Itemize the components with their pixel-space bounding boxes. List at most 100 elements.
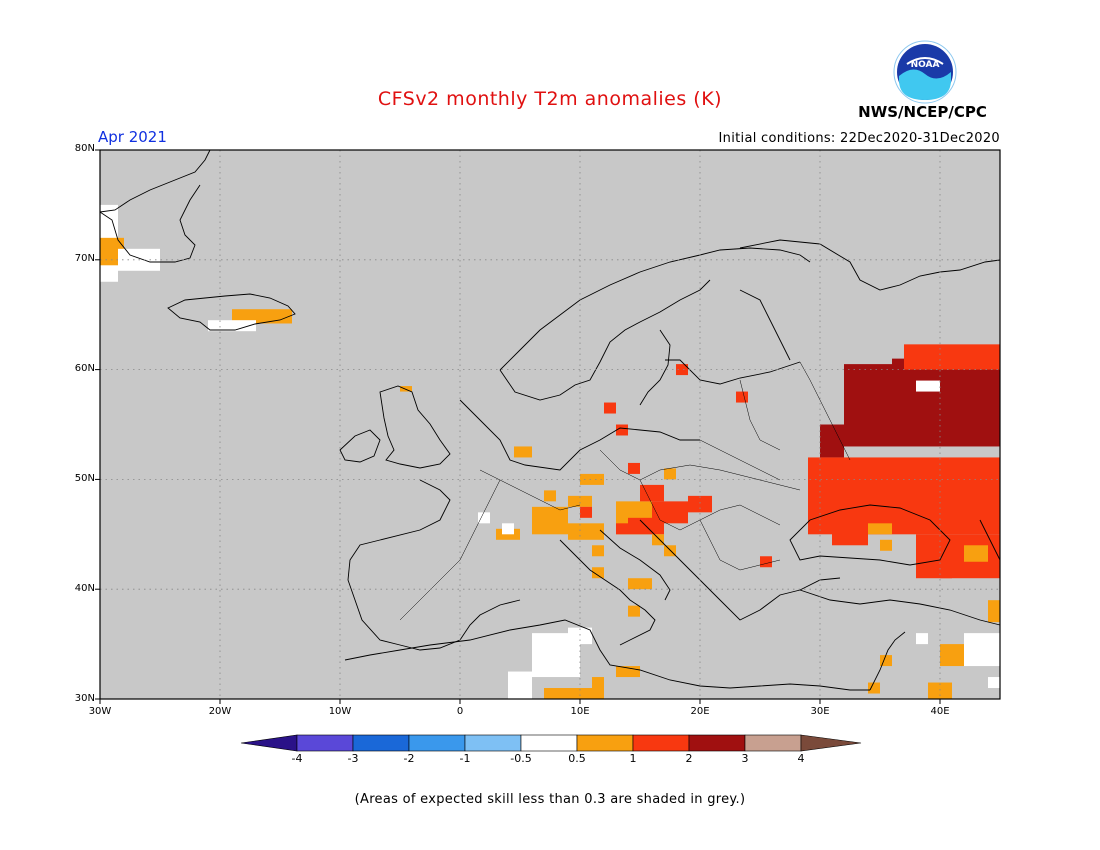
lat-label: 80N xyxy=(74,143,95,154)
anomaly-cell xyxy=(478,512,490,524)
lat-label: 70N xyxy=(74,253,95,264)
anomaly-cell xyxy=(400,386,412,392)
colorbar-label: 3 xyxy=(741,752,749,765)
noaa-logo: NOAA xyxy=(893,40,957,104)
anomaly-cell xyxy=(208,320,256,332)
colorbar-boxes xyxy=(240,734,862,752)
map-frame xyxy=(99,149,1001,700)
anomaly-cell xyxy=(628,605,640,617)
anomaly-cell xyxy=(604,402,616,414)
anomaly-cell xyxy=(808,457,1000,535)
anomaly-cell xyxy=(616,424,628,436)
lat-label: 40N xyxy=(74,583,95,594)
lat-label: 30N xyxy=(74,693,95,704)
anomaly-cell xyxy=(964,545,988,562)
anomaly-cell xyxy=(232,309,292,324)
colorbar-label: 0.5 xyxy=(568,752,586,765)
colorbar-label: -1 xyxy=(459,752,471,765)
gridlines xyxy=(100,150,1000,699)
lon-label: 30W xyxy=(88,706,112,717)
anomaly-cell xyxy=(880,655,892,667)
coastlines xyxy=(99,149,1001,691)
anomaly-cell xyxy=(868,523,892,535)
colorbar-box xyxy=(520,734,578,752)
anomaly-cell xyxy=(592,545,604,557)
lon-label: 20E xyxy=(690,706,710,717)
forecast-month: Apr 2021 xyxy=(98,128,167,146)
anomaly-cell xyxy=(988,600,1000,623)
anomaly-cell xyxy=(544,490,556,502)
anomaly-cell xyxy=(616,666,640,678)
anomaly-cell xyxy=(880,539,892,551)
colorbar-arrow-left xyxy=(240,734,298,752)
colorbar-label: 2 xyxy=(685,752,693,765)
colorbar-box xyxy=(352,734,410,752)
anomaly-cell xyxy=(508,671,532,699)
anomaly-cell xyxy=(688,495,712,513)
anomaly-cell xyxy=(568,495,592,507)
anomaly-cell xyxy=(940,644,964,667)
colorbar-label: -0.5 xyxy=(510,752,532,765)
anomaly-cell xyxy=(904,344,1000,370)
lon-label: 20W xyxy=(208,706,232,717)
colorbar-label: -4 xyxy=(291,752,303,765)
anomaly-cell xyxy=(580,506,592,518)
colorbar-label: 4 xyxy=(797,752,805,765)
anomaly-cell xyxy=(760,556,772,568)
chart-title: CFSv2 monthly T2m anomalies (K) xyxy=(377,88,723,110)
colorbar-box xyxy=(632,734,690,752)
anomaly-cell xyxy=(628,462,640,474)
anomaly-cell xyxy=(592,567,604,579)
anomaly-cell xyxy=(592,677,604,691)
anomaly-cell xyxy=(988,677,1000,689)
initial-conditions: Initial conditions: 22Dec2020-31Dec2020 xyxy=(718,131,1000,146)
lon-label: 30E xyxy=(810,706,830,717)
anomaly-cell xyxy=(832,523,868,546)
colorbar-box xyxy=(464,734,522,752)
colorbar-box xyxy=(296,734,354,752)
anomaly-cell xyxy=(844,364,1000,447)
anomaly-cell xyxy=(676,364,688,376)
anomaly-cell xyxy=(568,627,592,645)
anomaly-cell xyxy=(868,682,880,694)
lat-label: 60N xyxy=(74,363,95,374)
anomaly-cell xyxy=(916,633,928,645)
agency-label: NWS/NCEP/CPC xyxy=(858,103,987,121)
skill-footnote: (Areas of expected skill less than 0.3 a… xyxy=(354,792,746,807)
anomaly-cell xyxy=(640,484,664,502)
lon-label: 40E xyxy=(930,706,950,717)
colorbar-label: 1 xyxy=(629,752,637,765)
lon-label: 0 xyxy=(456,706,464,717)
anomaly-cell xyxy=(568,523,604,540)
anomaly-cell xyxy=(616,523,628,535)
colorbar-label: -3 xyxy=(347,752,359,765)
colorbar-box xyxy=(688,734,746,752)
colorbar-label: -2 xyxy=(403,752,415,765)
axis-ticks xyxy=(95,149,941,704)
lon-label: 10E xyxy=(570,706,590,717)
anomaly-cell xyxy=(544,688,604,699)
lat-label: 50N xyxy=(74,473,95,484)
anomaly-cell xyxy=(916,380,940,392)
anomaly-cell xyxy=(664,545,676,557)
anomaly-cell xyxy=(820,424,844,458)
anomaly-cell xyxy=(580,473,604,485)
colorbar-box xyxy=(576,734,634,752)
anomaly-cell xyxy=(532,506,568,535)
anomaly-cell xyxy=(736,391,748,403)
lon-label: 10W xyxy=(328,706,352,717)
anomaly-cell xyxy=(652,534,664,546)
colorbar-arrow-right xyxy=(800,734,862,752)
anomaly-cell xyxy=(664,468,676,480)
noaa-logo-text: NOAA xyxy=(911,60,940,70)
anomaly-cell xyxy=(928,682,952,699)
anomaly-cell xyxy=(502,523,514,535)
anomaly-cell xyxy=(940,561,952,579)
anomaly-cell xyxy=(964,633,1000,667)
colorbar-box xyxy=(408,734,466,752)
colorbar-box xyxy=(744,734,802,752)
anomaly-cell xyxy=(628,578,652,590)
anomaly-cell xyxy=(514,446,532,458)
